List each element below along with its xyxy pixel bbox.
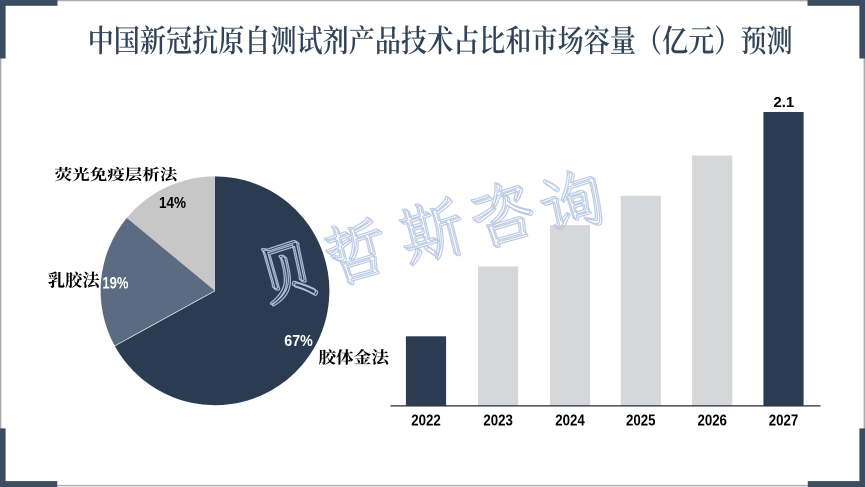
svg-text:19%: 19%: [102, 274, 128, 293]
svg-text:2027: 2027: [769, 413, 799, 430]
svg-text:2022: 2022: [411, 413, 441, 430]
svg-text:2.1: 2.1: [773, 94, 794, 111]
svg-text:2024: 2024: [555, 413, 585, 430]
svg-text:2026: 2026: [697, 413, 727, 430]
svg-text:2025: 2025: [626, 413, 656, 430]
svg-text:2023: 2023: [483, 413, 513, 430]
svg-text:67%: 67%: [284, 333, 313, 350]
svg-text:14%: 14%: [159, 195, 186, 212]
